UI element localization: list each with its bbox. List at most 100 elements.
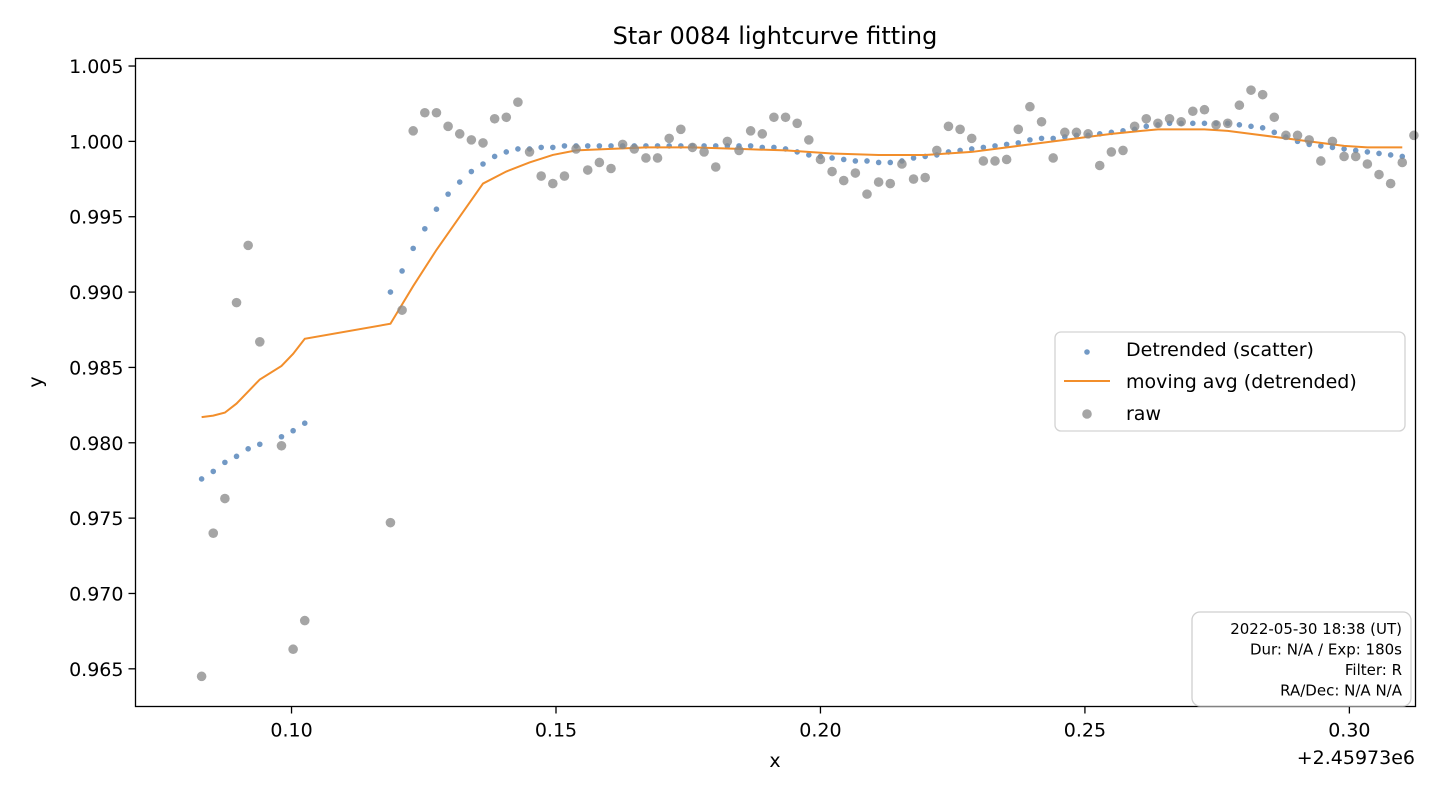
raw-point [1199, 104, 1210, 115]
raw-point [780, 112, 791, 123]
detrended-point [771, 144, 777, 151]
raw-point [804, 135, 814, 145]
raw-point [1106, 147, 1117, 157]
detrended-point [992, 143, 998, 149]
raw-point [501, 112, 512, 123]
raw-point [1025, 101, 1035, 112]
raw-point [397, 305, 407, 315]
detrended-point [980, 144, 987, 151]
y-tick-label: 1.005 [69, 56, 123, 78]
detrended-point [1027, 137, 1033, 143]
raw-point [1257, 89, 1268, 100]
info-line: 2022-05-30 18:38 (UT) [1230, 620, 1402, 638]
detrended-point [1038, 135, 1045, 142]
detrended-point [445, 191, 451, 197]
raw-point [966, 133, 977, 144]
detrended-point [1201, 120, 1208, 127]
raw-point [582, 165, 593, 175]
raw-point [920, 172, 930, 183]
raw-point [908, 174, 919, 184]
raw-point [548, 178, 558, 189]
raw-point [897, 159, 907, 169]
x-tick-label: 0.10 [270, 720, 312, 742]
detrended-point [1003, 141, 1010, 148]
detrended-point [480, 161, 486, 167]
raw-point [1083, 129, 1093, 139]
raw-point [1013, 124, 1024, 135]
raw-point [1269, 112, 1280, 123]
y-tick-label: 1.000 [69, 131, 123, 153]
raw-point [420, 107, 430, 118]
detrended-point [1364, 149, 1371, 155]
raw-point [1362, 159, 1373, 169]
detrended-point [456, 179, 463, 185]
raw-point [827, 166, 837, 177]
detrended-point [887, 159, 894, 166]
plot-marks [196, 85, 1419, 682]
raw-point [1316, 156, 1326, 166]
raw-point [385, 517, 396, 528]
raw-point [617, 139, 628, 150]
y-tick-label: 0.990 [69, 282, 123, 304]
raw-point [489, 113, 500, 124]
raw-point [932, 145, 942, 156]
detrended-point [468, 168, 475, 175]
y-tick-label: 0.965 [69, 659, 123, 681]
detrended-point [1387, 152, 1394, 158]
raw-point [243, 240, 253, 251]
x-tick-label: 0.15 [535, 720, 577, 742]
detrended-point [422, 225, 428, 232]
detrended-point [1341, 146, 1347, 152]
raw-point [299, 615, 310, 626]
y-tick-label: 0.970 [69, 583, 123, 605]
raw-point [1071, 127, 1082, 138]
detrended-point [806, 152, 812, 158]
detrended-point [584, 143, 591, 149]
raw-point [1129, 121, 1140, 132]
raw-point [943, 121, 954, 132]
raw-point [687, 142, 698, 153]
detrended-point [840, 156, 847, 163]
raw-point [1222, 118, 1233, 129]
raw-point [454, 129, 465, 139]
detrended-point [222, 459, 228, 466]
raw-point [745, 126, 756, 136]
raw-point [838, 175, 849, 186]
detrended-point [210, 468, 217, 475]
raw-point [231, 297, 242, 308]
info-box: 2022-05-30 18:38 (UT) Dur: N/A / Exp: 180… [1191, 611, 1412, 707]
y-tick-label: 0.985 [69, 357, 123, 379]
raw-point [1339, 151, 1349, 162]
raw-point [1385, 178, 1396, 189]
raw-point [1118, 145, 1128, 156]
detrended-point [852, 158, 859, 164]
info-line: Filter: R [1345, 661, 1402, 679]
detrended-point [1190, 120, 1196, 127]
raw-point [1327, 136, 1338, 147]
raw-point [606, 163, 616, 174]
detrended-point [278, 433, 285, 440]
raw-point [1281, 130, 1291, 141]
raw-point [196, 671, 207, 682]
detrended-point [410, 245, 416, 252]
y-tick-label: 0.975 [69, 508, 123, 530]
detrended-point [910, 155, 917, 161]
detrended-point [1318, 143, 1324, 149]
series-raw [196, 85, 1419, 682]
raw-point [1036, 116, 1047, 127]
info-line: Dur: N/A / Exp: 180s [1250, 641, 1402, 659]
raw-point [652, 153, 663, 163]
detrended-point [875, 159, 882, 166]
detrended-point [491, 153, 498, 160]
raw-point [792, 118, 802, 129]
raw-point [1048, 153, 1058, 163]
detrended-point [399, 268, 405, 274]
raw-point [408, 126, 418, 136]
raw-point [1397, 157, 1408, 168]
raw-point [641, 153, 651, 163]
raw-point [1141, 113, 1152, 124]
raw-point [524, 147, 535, 157]
plot-frame [134, 57, 1417, 708]
